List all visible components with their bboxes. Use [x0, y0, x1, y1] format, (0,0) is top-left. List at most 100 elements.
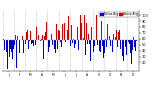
- Bar: [96, 15, 97, 40]
- Bar: [31, 40, 32, 44]
- Bar: [133, 37, 134, 40]
- Bar: [126, 40, 127, 55]
- Bar: [65, 40, 66, 42]
- Bar: [17, 36, 18, 40]
- Bar: [78, 40, 79, 50]
- Bar: [99, 40, 100, 51]
- Bar: [64, 23, 65, 40]
- Bar: [127, 40, 128, 48]
- Bar: [26, 32, 27, 40]
- Bar: [4, 40, 5, 50]
- Bar: [30, 31, 31, 40]
- Bar: [112, 40, 113, 52]
- Bar: [69, 26, 70, 40]
- Bar: [38, 35, 39, 40]
- Bar: [101, 21, 102, 40]
- Bar: [108, 40, 109, 66]
- Bar: [77, 27, 78, 40]
- Bar: [119, 30, 120, 40]
- Bar: [8, 40, 9, 58]
- Bar: [35, 40, 36, 45]
- Bar: [125, 40, 126, 47]
- Bar: [118, 32, 119, 40]
- Bar: [45, 32, 46, 40]
- Bar: [109, 36, 110, 40]
- Bar: [136, 40, 137, 41]
- Bar: [131, 40, 132, 64]
- Bar: [32, 40, 33, 43]
- Bar: [68, 16, 69, 40]
- Bar: [16, 40, 17, 68]
- Bar: [57, 40, 58, 49]
- Bar: [117, 40, 118, 48]
- Bar: [135, 40, 136, 50]
- Bar: [18, 40, 19, 46]
- Bar: [42, 35, 43, 40]
- Bar: [7, 40, 8, 69]
- Bar: [93, 40, 94, 52]
- Bar: [86, 23, 87, 40]
- Bar: [33, 40, 34, 46]
- Bar: [124, 39, 125, 40]
- Bar: [51, 34, 52, 40]
- Bar: [40, 40, 41, 41]
- Bar: [72, 40, 73, 43]
- Bar: [79, 28, 80, 40]
- Bar: [122, 40, 123, 56]
- Bar: [61, 40, 62, 47]
- Bar: [83, 38, 84, 40]
- Bar: [134, 40, 135, 47]
- Bar: [94, 40, 95, 46]
- Bar: [52, 40, 53, 45]
- Bar: [116, 30, 117, 40]
- Bar: [81, 23, 82, 40]
- Bar: [103, 40, 104, 58]
- Bar: [41, 39, 42, 40]
- Bar: [128, 40, 129, 42]
- Bar: [13, 40, 14, 49]
- Bar: [74, 40, 75, 48]
- Bar: [62, 24, 63, 40]
- Bar: [71, 25, 72, 40]
- Bar: [84, 15, 85, 40]
- Bar: [36, 27, 37, 40]
- Bar: [110, 40, 111, 46]
- Bar: [111, 40, 112, 50]
- Bar: [24, 31, 25, 40]
- Bar: [53, 38, 54, 40]
- Bar: [49, 40, 50, 47]
- Bar: [48, 40, 49, 52]
- Bar: [22, 36, 23, 40]
- Bar: [100, 40, 101, 52]
- Bar: [70, 40, 71, 46]
- Bar: [88, 34, 89, 40]
- Bar: [9, 40, 10, 57]
- Bar: [47, 26, 48, 40]
- Bar: [25, 40, 26, 44]
- Bar: [54, 40, 55, 49]
- Bar: [3, 39, 4, 40]
- Bar: [90, 40, 91, 61]
- Bar: [102, 40, 103, 46]
- Bar: [120, 40, 121, 49]
- Bar: [19, 40, 20, 53]
- Bar: [67, 30, 68, 40]
- Bar: [85, 40, 86, 55]
- Bar: [87, 40, 88, 44]
- Bar: [15, 35, 16, 40]
- Bar: [113, 34, 114, 40]
- Bar: [63, 40, 64, 43]
- Bar: [106, 40, 107, 47]
- Bar: [10, 40, 11, 49]
- Bar: [6, 40, 7, 52]
- Bar: [80, 15, 81, 40]
- Bar: [29, 40, 30, 41]
- Bar: [132, 40, 133, 50]
- Bar: [129, 40, 130, 44]
- Bar: [73, 39, 74, 40]
- Bar: [115, 37, 116, 40]
- Legend: Below Avg, Above Avg: Below Avg, Above Avg: [99, 12, 138, 17]
- Bar: [14, 40, 15, 45]
- Bar: [95, 34, 96, 40]
- Bar: [97, 40, 98, 45]
